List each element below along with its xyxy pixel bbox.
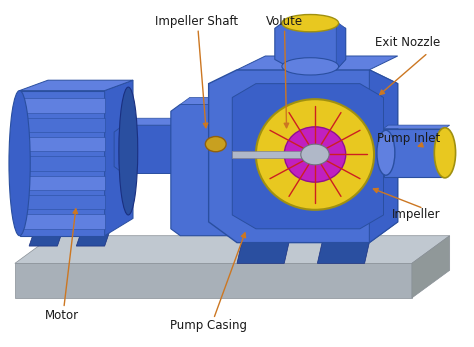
Text: Exit Nozzle: Exit Nozzle bbox=[375, 36, 440, 49]
Text: Impeller: Impeller bbox=[392, 209, 440, 221]
Polygon shape bbox=[237, 104, 246, 236]
Ellipse shape bbox=[9, 91, 30, 236]
Polygon shape bbox=[237, 243, 289, 263]
Text: Pump Casing: Pump Casing bbox=[170, 320, 247, 332]
Polygon shape bbox=[114, 125, 204, 174]
Polygon shape bbox=[369, 70, 398, 243]
Text: Impeller Shaft: Impeller Shaft bbox=[155, 15, 238, 27]
Text: Volute: Volute bbox=[266, 15, 303, 27]
Polygon shape bbox=[19, 156, 105, 171]
Text: Motor: Motor bbox=[45, 309, 79, 322]
Ellipse shape bbox=[377, 130, 395, 175]
Polygon shape bbox=[19, 195, 105, 210]
Polygon shape bbox=[180, 98, 246, 104]
Polygon shape bbox=[336, 22, 346, 70]
Polygon shape bbox=[19, 176, 105, 190]
Ellipse shape bbox=[284, 127, 346, 182]
Ellipse shape bbox=[256, 99, 374, 210]
Polygon shape bbox=[232, 84, 383, 229]
Polygon shape bbox=[29, 232, 62, 246]
Polygon shape bbox=[15, 236, 450, 263]
Polygon shape bbox=[19, 137, 105, 151]
Polygon shape bbox=[383, 129, 445, 177]
Polygon shape bbox=[19, 118, 105, 132]
Polygon shape bbox=[19, 91, 105, 236]
Polygon shape bbox=[76, 232, 109, 246]
Text: Pump Inlet: Pump Inlet bbox=[377, 133, 440, 145]
Polygon shape bbox=[209, 70, 398, 243]
Ellipse shape bbox=[119, 87, 138, 215]
Polygon shape bbox=[412, 236, 450, 298]
Polygon shape bbox=[15, 263, 412, 298]
Polygon shape bbox=[105, 80, 133, 236]
Ellipse shape bbox=[282, 58, 338, 75]
Polygon shape bbox=[275, 22, 346, 70]
Polygon shape bbox=[19, 214, 105, 229]
Ellipse shape bbox=[434, 128, 456, 178]
Circle shape bbox=[301, 144, 329, 165]
Polygon shape bbox=[19, 80, 133, 91]
Polygon shape bbox=[171, 104, 246, 236]
Polygon shape bbox=[124, 118, 204, 125]
Polygon shape bbox=[232, 151, 315, 158]
Circle shape bbox=[205, 136, 226, 152]
Polygon shape bbox=[19, 98, 105, 113]
Polygon shape bbox=[383, 125, 450, 129]
Polygon shape bbox=[318, 243, 369, 263]
Ellipse shape bbox=[282, 15, 338, 32]
Polygon shape bbox=[237, 56, 398, 70]
